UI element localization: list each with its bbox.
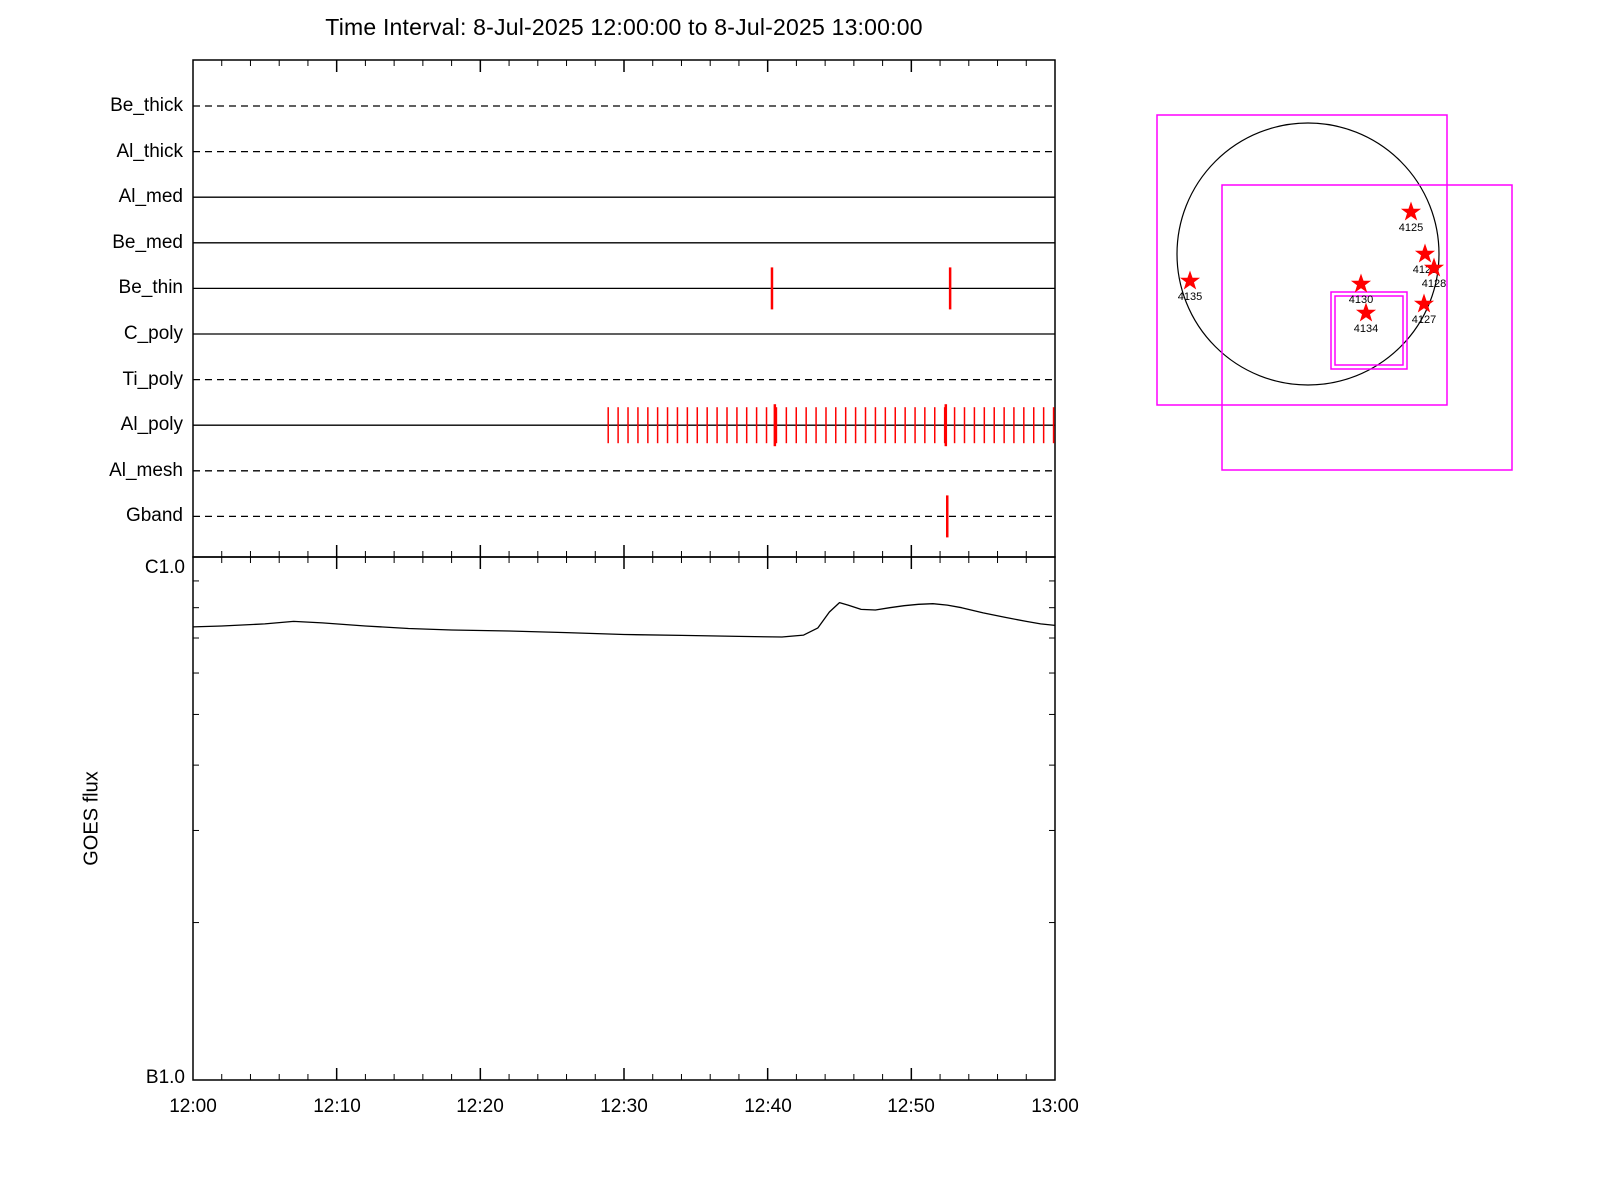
- filter-row-label-c-poly: C_poly: [123, 323, 183, 344]
- active-region-star: [1423, 257, 1445, 277]
- active-region-label: 4127: [1412, 314, 1436, 326]
- active-region-label: 4128: [1422, 278, 1446, 290]
- active-region-label: 4125: [1399, 222, 1423, 234]
- filter-row-label-ti-poly: Ti_poly: [122, 369, 183, 390]
- active-region-label: 4134: [1354, 323, 1378, 335]
- x-axis-tick-label: 12:50: [887, 1096, 935, 1117]
- plot-title: Time Interval: 8-Jul-2025 12:00:00 to 8-…: [325, 14, 923, 40]
- filter-row-label-gband: Gband: [125, 505, 183, 526]
- x-axis-tick-label: 12:00: [169, 1096, 217, 1117]
- goes-ymax-label: C1.0: [144, 557, 185, 578]
- goes-panel-frame: [192, 556, 1056, 1081]
- active-region-star: [1350, 273, 1372, 293]
- fov-box: [1334, 295, 1404, 366]
- filter-row-label-al-thick: Al_thick: [116, 141, 183, 162]
- x-axis-tick-label: 12:40: [744, 1096, 792, 1117]
- fov-box: [1221, 184, 1513, 471]
- fov-box: [1330, 291, 1408, 370]
- filter-row-label-al-mesh: Al_mesh: [109, 460, 183, 481]
- filter-row-label-be-med: Be_med: [112, 232, 183, 253]
- active-region-star: [1355, 302, 1377, 322]
- x-axis-tick-label: 13:00: [1031, 1096, 1079, 1117]
- fov-box: [1156, 114, 1448, 406]
- filter-row-label-al-med: Al_med: [118, 186, 183, 207]
- goes-ymin-label: B1.0: [145, 1067, 185, 1088]
- filter-row-label-be-thin: Be_thin: [118, 277, 183, 298]
- active-region-star: [1179, 270, 1201, 290]
- x-axis-tick-label: 12:30: [600, 1096, 648, 1117]
- goes-flux-curve: [192, 601, 1056, 638]
- active-region-star: [1400, 201, 1422, 221]
- active-region-star: [1413, 293, 1435, 313]
- filter-row-label-be-thick: Be_thick: [110, 95, 183, 116]
- active-region-label: 4135: [1178, 291, 1202, 303]
- active-region-star: [1414, 243, 1436, 263]
- filter-row-label-al-poly: Al_poly: [120, 414, 183, 435]
- x-axis-tick-label: 12:10: [313, 1096, 361, 1117]
- active-region-label: 4130: [1349, 294, 1373, 306]
- goes-axis-title: GOES flux: [80, 771, 103, 866]
- solar-disk: [1176, 122, 1440, 386]
- filter-panel-frame: [192, 59, 1056, 558]
- x-axis-tick-label: 12:20: [456, 1096, 504, 1117]
